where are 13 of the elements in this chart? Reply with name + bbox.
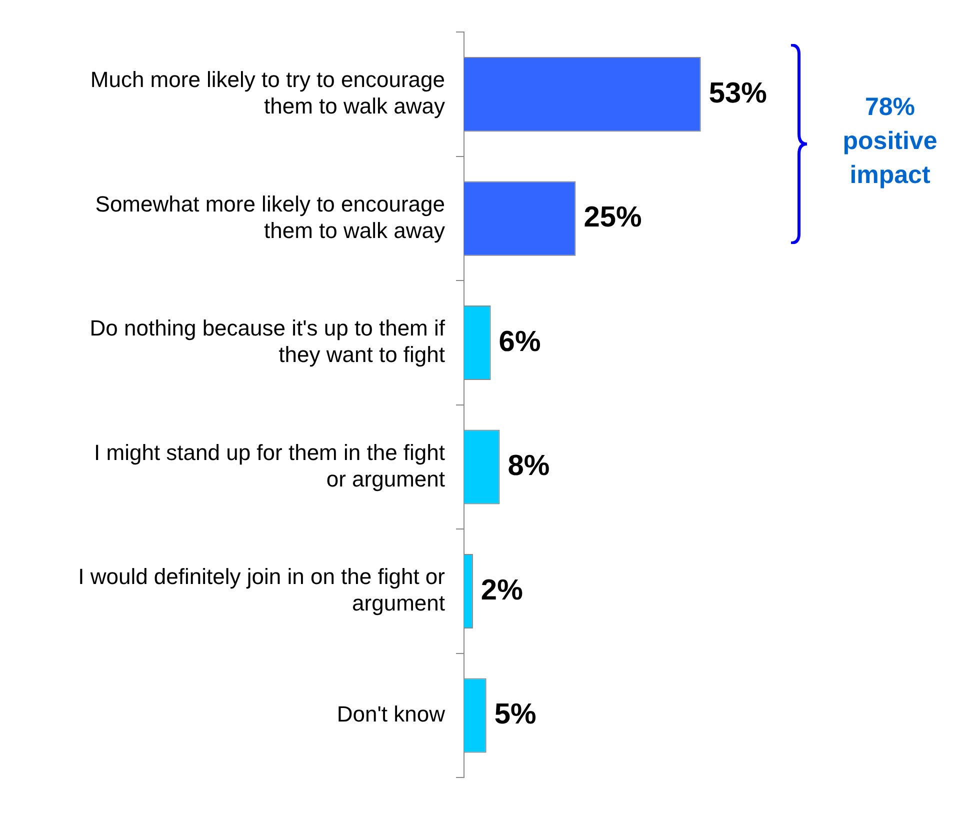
- text: 78% positive impact: [842, 92, 938, 191]
- y-tick-label: I might stand up for them in the fight or argument: [94, 440, 445, 492]
- data-label: 2%: [480, 574, 524, 606]
- y-tick-label: Much more likely to try to encourage them to walk away: [90, 67, 445, 119]
- data-label: 8%: [508, 450, 550, 482]
- y-tick-label: I would definitely join in on the fight or argument: [78, 564, 445, 616]
- y-tick-label: Do nothing because it's up to them if they want to fight: [90, 316, 446, 368]
- data-label: 25%: [584, 202, 642, 234]
- y-tick-label: Somewhat more likely to encourage them to walk away: [95, 191, 445, 243]
- y-tick-label: Don't know: [336, 702, 446, 727]
- data-label: 6%: [498, 326, 541, 358]
- data-label: 5%: [494, 698, 536, 730]
- data-label: 53%: [708, 77, 768, 110]
